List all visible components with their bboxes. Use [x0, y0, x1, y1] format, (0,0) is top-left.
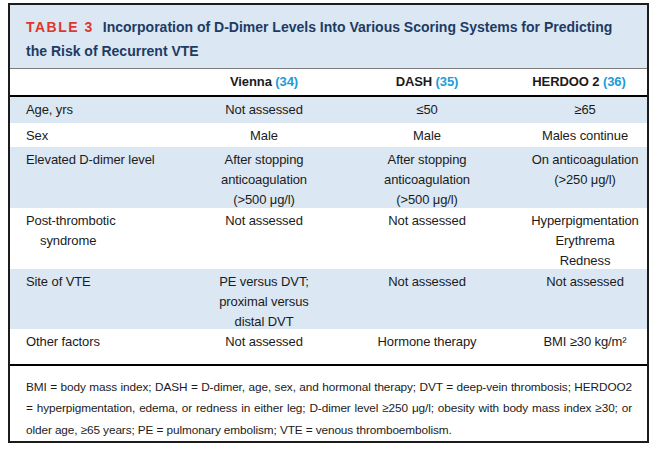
- cell-dash: Not assessed: [343, 208, 511, 271]
- cell-herdoo2: On anticoagulation (>250 μg/l): [511, 147, 647, 210]
- row-label: Elevated D-dimer level: [10, 147, 185, 210]
- citation-ref[interactable]: (34): [275, 74, 298, 89]
- table-row-sex: Sex Male Male Males continue: [10, 123, 647, 147]
- citation-ref[interactable]: (36): [603, 74, 626, 89]
- cell-herdoo2: ≥65: [511, 97, 647, 122]
- cell-vienna: Male: [185, 123, 343, 147]
- cell-dash: After stopping anticoagulation (>500 μg/…: [343, 147, 511, 210]
- cell-dash: Hormone therapy: [343, 329, 511, 363]
- citation-ref[interactable]: (35): [436, 74, 459, 89]
- table-row-other-factors: Other factors Not assessed Hormone thera…: [10, 329, 647, 363]
- row-label: Post-thrombotic syndrome: [10, 208, 185, 271]
- table-title-band: TABLE 3Incorporation of D-Dimer Levels I…: [10, 5, 647, 69]
- table-title: Incorporation of D-Dimer Levels Into Var…: [26, 19, 612, 59]
- table-3-panel: TABLE 3Incorporation of D-Dimer Levels I…: [8, 3, 649, 443]
- header-spacer: [10, 89, 185, 95]
- cell-herdoo2: Not assessed: [511, 269, 647, 332]
- column-name: Vienna: [230, 74, 272, 89]
- cell-dash: Not assessed: [343, 269, 511, 332]
- table-row-age: Age, yrs Not assessed ≤50 ≥65: [10, 97, 647, 122]
- cell-herdoo2: Males continue: [511, 123, 647, 147]
- column-name: HERDOO 2: [532, 74, 599, 89]
- table-footnote: BMI = body mass index; DASH = D-dimer, a…: [10, 364, 647, 442]
- table-row-site-of-vte: Site of VTE PE versus DVT; proximal vers…: [10, 269, 647, 329]
- cell-vienna: Not assessed: [185, 329, 343, 363]
- row-label: Other factors: [10, 329, 185, 363]
- cell-vienna: Not assessed: [185, 208, 343, 271]
- column-header-dash: DASH (35): [343, 74, 511, 95]
- table-row-post-thrombotic: Post-thrombotic syndrome Not assessed No…: [10, 208, 647, 269]
- row-label: Age, yrs: [10, 97, 185, 122]
- cell-dash: ≤50: [343, 97, 511, 122]
- cell-herdoo2: BMI ≥30 kg/m²: [511, 329, 647, 363]
- cell-dash: Male: [343, 123, 511, 147]
- table-row-d-dimer: Elevated D-dimer level After stopping an…: [10, 147, 647, 208]
- cell-vienna: PE versus DVT; proximal versus distal DV…: [185, 269, 343, 332]
- cell-vienna: After stopping anticoagulation (>500 μg/…: [185, 147, 343, 210]
- column-header-row: Vienna (34) DASH (35) HERDOO 2 (36): [10, 69, 647, 97]
- row-label: Site of VTE: [10, 269, 185, 332]
- row-label: Sex: [10, 123, 185, 147]
- cell-vienna: Not assessed: [185, 97, 343, 122]
- cell-herdoo2: Hyperpigmentation Erythrema Redness: [511, 208, 647, 271]
- column-header-herdoo2: HERDOO 2 (36): [511, 74, 647, 95]
- column-name: DASH: [396, 74, 432, 89]
- table-number-label: TABLE 3: [26, 19, 94, 35]
- column-header-vienna: Vienna (34): [185, 74, 343, 95]
